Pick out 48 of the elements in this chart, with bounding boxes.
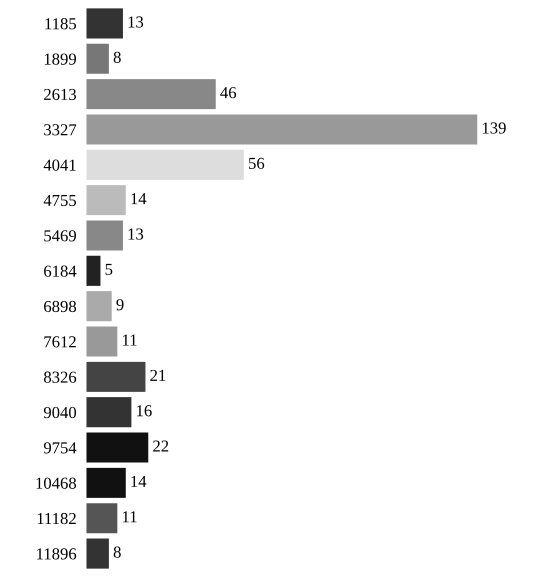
bar	[86, 503, 118, 534]
bar	[86, 44, 109, 74]
bar	[86, 432, 148, 463]
data-label: 14	[131, 476, 146, 487]
y-tick-label: 3327	[44, 124, 76, 136]
y-tick-label: 7612	[44, 336, 76, 348]
data-label: 14	[131, 193, 146, 204]
data-label: 56	[249, 158, 264, 169]
data-label: 8	[114, 546, 121, 558]
y-tick-label: 4755	[44, 194, 76, 206]
y-tick-label: 10468	[36, 478, 76, 489]
data-label: 11	[122, 511, 137, 522]
data-label: 22	[153, 440, 168, 452]
bar	[86, 362, 146, 392]
data-label: 46	[220, 87, 236, 98]
y-tick-label: 6898	[44, 300, 76, 312]
data-label: 9	[116, 299, 124, 310]
data-label: 139	[482, 122, 506, 134]
bar	[86, 150, 244, 180]
bar	[86, 538, 109, 569]
y-tick-label: 9040	[44, 406, 76, 418]
y-tick-label: 5469	[44, 230, 76, 242]
bar	[86, 8, 123, 38]
bar	[86, 468, 126, 498]
y-tick-label: 4041	[44, 160, 76, 171]
data-label: 13	[128, 228, 144, 240]
data-label: 11	[122, 334, 137, 346]
y-tick-label: 2613	[44, 88, 76, 100]
y-tick-label: 6184	[44, 266, 76, 277]
y-tick-label: 1185	[45, 18, 76, 30]
data-label: 16	[137, 405, 152, 416]
data-label: 21	[150, 370, 166, 381]
bar	[86, 291, 112, 322]
bar	[86, 79, 216, 110]
bar	[86, 185, 126, 216]
y-tick-label: 8326	[44, 372, 76, 383]
y-tick-label: 11896	[37, 548, 76, 560]
y-tick-label: 1899	[44, 53, 76, 65]
bar	[86, 326, 118, 357]
bar	[86, 220, 123, 251]
y-tick-label: 9754	[44, 442, 76, 454]
bar	[86, 114, 478, 144]
y-tick-label: 11182	[38, 512, 76, 524]
data-label: 8	[114, 52, 121, 63]
bar	[86, 256, 100, 286]
data-label: 13	[128, 16, 144, 28]
bar	[86, 397, 132, 428]
data-label: 5	[106, 264, 112, 275]
